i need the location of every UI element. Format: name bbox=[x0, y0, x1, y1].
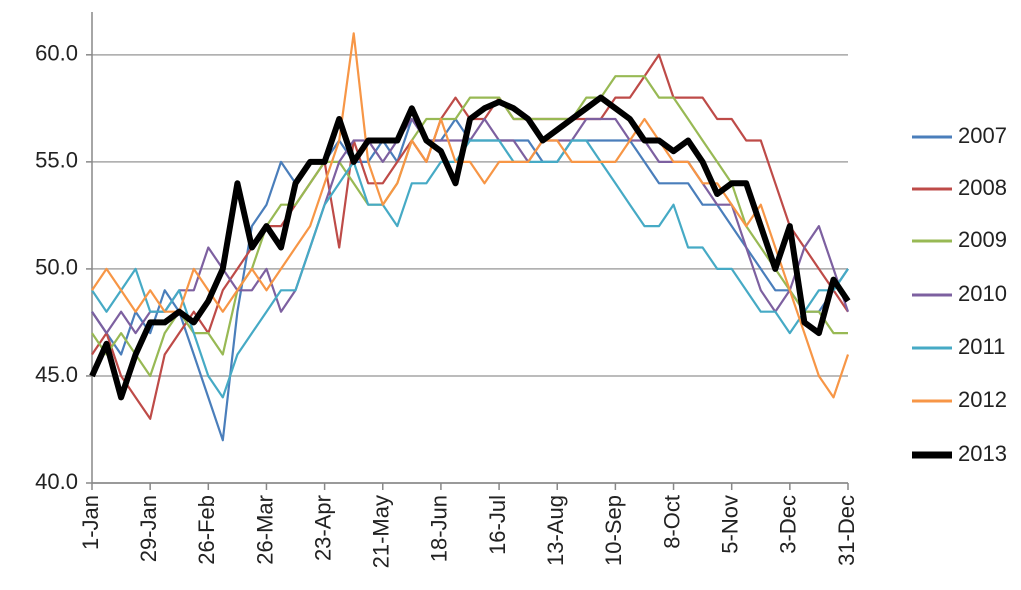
x-tick-label: 3-Dec bbox=[776, 495, 801, 554]
series-line bbox=[91, 117, 849, 442]
x-tick-label: 31-Dec bbox=[834, 495, 859, 566]
legend-label: 2012 bbox=[958, 387, 1007, 412]
legend-label: 2008 bbox=[958, 175, 1007, 200]
legend-label: 2011 bbox=[958, 334, 1005, 359]
x-tick-label: 5-Nov bbox=[718, 495, 743, 554]
y-tick-label: 40.0 bbox=[35, 469, 78, 494]
x-tick-label: 8-Oct bbox=[659, 495, 684, 549]
x-tick-label: 16-Jul bbox=[485, 495, 510, 555]
x-tick-label: 18-Jun bbox=[427, 495, 452, 562]
y-tick-label: 45.0 bbox=[35, 362, 78, 387]
series-line bbox=[91, 139, 849, 399]
y-tick-label: 55.0 bbox=[35, 148, 78, 173]
y-tick-label: 60.0 bbox=[35, 41, 78, 66]
x-tick-label: 26-Mar bbox=[252, 495, 277, 565]
y-tick-label: 50.0 bbox=[35, 255, 78, 280]
legend-label: 2007 bbox=[958, 123, 1007, 148]
x-tick-label: 1-Jan bbox=[78, 495, 103, 550]
legend-label: 2013 bbox=[958, 441, 1007, 466]
series-line bbox=[89, 94, 851, 401]
legend-label: 2009 bbox=[958, 227, 1007, 252]
x-tick-label: 29-Jan bbox=[136, 495, 161, 562]
x-tick-label: 10-Sep bbox=[601, 495, 626, 566]
x-tick-label: 23-Apr bbox=[310, 495, 335, 561]
x-tick-label: 13-Aug bbox=[543, 495, 568, 566]
x-tick-label: 26-Feb bbox=[194, 495, 219, 565]
legend-label: 2010 bbox=[958, 281, 1007, 306]
x-tick-label: 21-May bbox=[369, 495, 394, 568]
series-line bbox=[91, 75, 848, 378]
